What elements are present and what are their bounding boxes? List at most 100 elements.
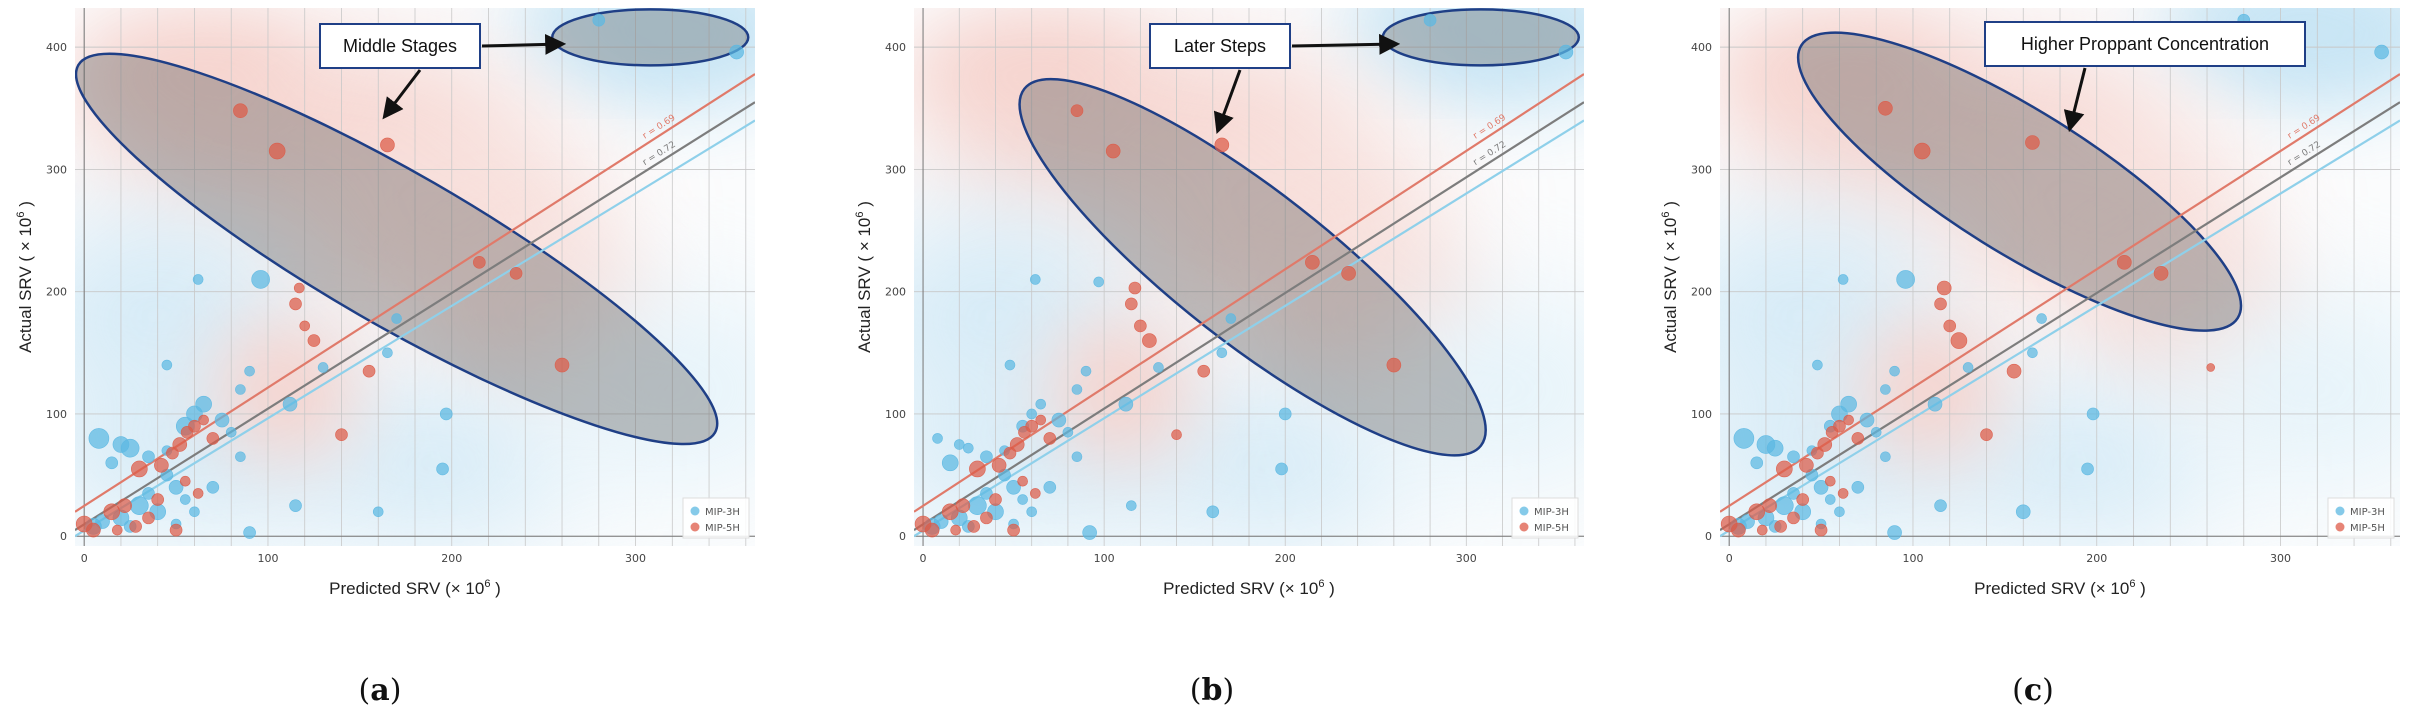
subfigure-label-letter: a	[370, 673, 389, 708]
data-point	[436, 462, 449, 476]
data-point	[963, 442, 974, 454]
data-point	[1878, 100, 1893, 116]
data-point	[244, 365, 255, 377]
fit-line-0	[75, 73, 755, 513]
x-tick-label: 100	[1902, 552, 1923, 565]
data-point	[1035, 414, 1047, 426]
panel-c: r = 0.69r = 0.72 0 100 200 300 0 100 200 300 400 P…	[1660, 8, 2400, 708]
data-point	[1423, 13, 1437, 27]
data-point	[1035, 398, 1047, 410]
data-point	[1889, 365, 1900, 377]
data-point	[439, 407, 453, 421]
subfigure-label: (a)	[359, 673, 402, 708]
data-point	[1913, 142, 1931, 160]
legend: MIP-3H MIP-5H	[682, 497, 750, 539]
subfigure-label-close: )	[390, 673, 402, 708]
data-point	[1748, 503, 1766, 521]
data-point	[289, 499, 302, 512]
callout-label: Later Steps	[1174, 36, 1266, 56]
data-point	[1275, 462, 1288, 476]
y-axis-label: Actual SRV ( × 106 )	[854, 201, 874, 353]
series-MIP-5H	[1720, 100, 2216, 538]
y-tick-label: 100	[46, 408, 67, 421]
data-point	[1043, 432, 1057, 445]
data-point	[969, 460, 986, 478]
data-point	[1766, 439, 1784, 457]
data-point	[195, 395, 212, 413]
shade-blob	[1720, 11, 1966, 132]
fit-line-1	[1720, 101, 2400, 532]
data-point	[198, 414, 209, 426]
x-axis-label-tail: )	[2135, 579, 2145, 598]
data-point	[142, 450, 155, 464]
y-axis-label-main: Actual SRV ( × 10	[1661, 218, 1680, 353]
data-point	[2015, 504, 2031, 520]
fit-line-0	[914, 73, 1584, 513]
legend-marker	[1519, 522, 1529, 532]
subfigure-label: (c)	[2012, 673, 2054, 708]
data-point	[1851, 481, 1865, 494]
data-point	[105, 456, 119, 470]
data-point	[120, 438, 140, 458]
y-tick-label: 100	[885, 408, 906, 421]
data-point	[1071, 451, 1083, 463]
data-point	[1197, 364, 1211, 378]
data-point	[980, 487, 993, 500]
data-point	[299, 320, 311, 332]
data-point	[1837, 274, 1849, 285]
legend-label: MIP-5H	[2350, 523, 2385, 534]
y-axis-label-sup: 6	[15, 211, 27, 217]
data-point	[1125, 500, 1137, 511]
data-point	[111, 524, 123, 536]
data-point	[192, 274, 204, 285]
shade-blob	[528, 293, 755, 486]
data-point	[1813, 480, 1829, 495]
data-point	[391, 313, 402, 324]
data-point	[1142, 333, 1157, 348]
data-point	[1880, 451, 1891, 463]
data-point	[1887, 525, 1902, 540]
x-tick-label: 100	[1094, 552, 1115, 565]
data-point	[1305, 255, 1320, 270]
data-point	[335, 428, 348, 442]
data-point	[293, 282, 305, 294]
data-point	[380, 137, 395, 153]
data-point	[1870, 426, 1882, 438]
fit-line-2	[1720, 119, 2400, 538]
x-tick-label: 100	[257, 552, 278, 565]
data-point	[1278, 407, 1292, 421]
legend: MIP-3H MIP-5H	[1511, 497, 1579, 539]
data-point	[1799, 457, 1814, 473]
x-axis-label-sup: 6	[2129, 578, 2135, 590]
data-point	[214, 412, 230, 428]
shade-blob	[289, 378, 578, 546]
data-point	[1062, 426, 1074, 438]
x-axis-label: Predicted SRV (× 106 )	[329, 578, 501, 598]
data-point	[129, 520, 142, 533]
data-point	[729, 44, 744, 60]
callout-arrow-down	[382, 69, 422, 120]
data-point	[362, 364, 376, 378]
data-point	[179, 494, 191, 505]
data-point	[1796, 493, 1810, 506]
y-tick-label: 300	[885, 163, 906, 176]
data-point	[206, 432, 220, 445]
data-point	[317, 362, 329, 373]
data-point	[2081, 462, 2094, 476]
y-tick-label: 0	[60, 530, 67, 543]
data-point	[1004, 359, 1016, 371]
plot-area: r = 0.69r = 0.72	[1720, 8, 2400, 546]
legend-label: MIP-3H	[2350, 507, 2385, 518]
data-point	[1750, 456, 1764, 470]
data-point	[206, 481, 220, 494]
data-point	[1153, 362, 1164, 373]
data-point	[473, 256, 486, 269]
callout-box	[1149, 23, 1291, 69]
data-point	[1043, 481, 1057, 494]
data-point	[1026, 408, 1038, 420]
data-point	[268, 142, 286, 160]
data-point	[1030, 488, 1041, 499]
data-point	[1762, 498, 1777, 513]
shade-blob	[1934, 378, 2223, 546]
